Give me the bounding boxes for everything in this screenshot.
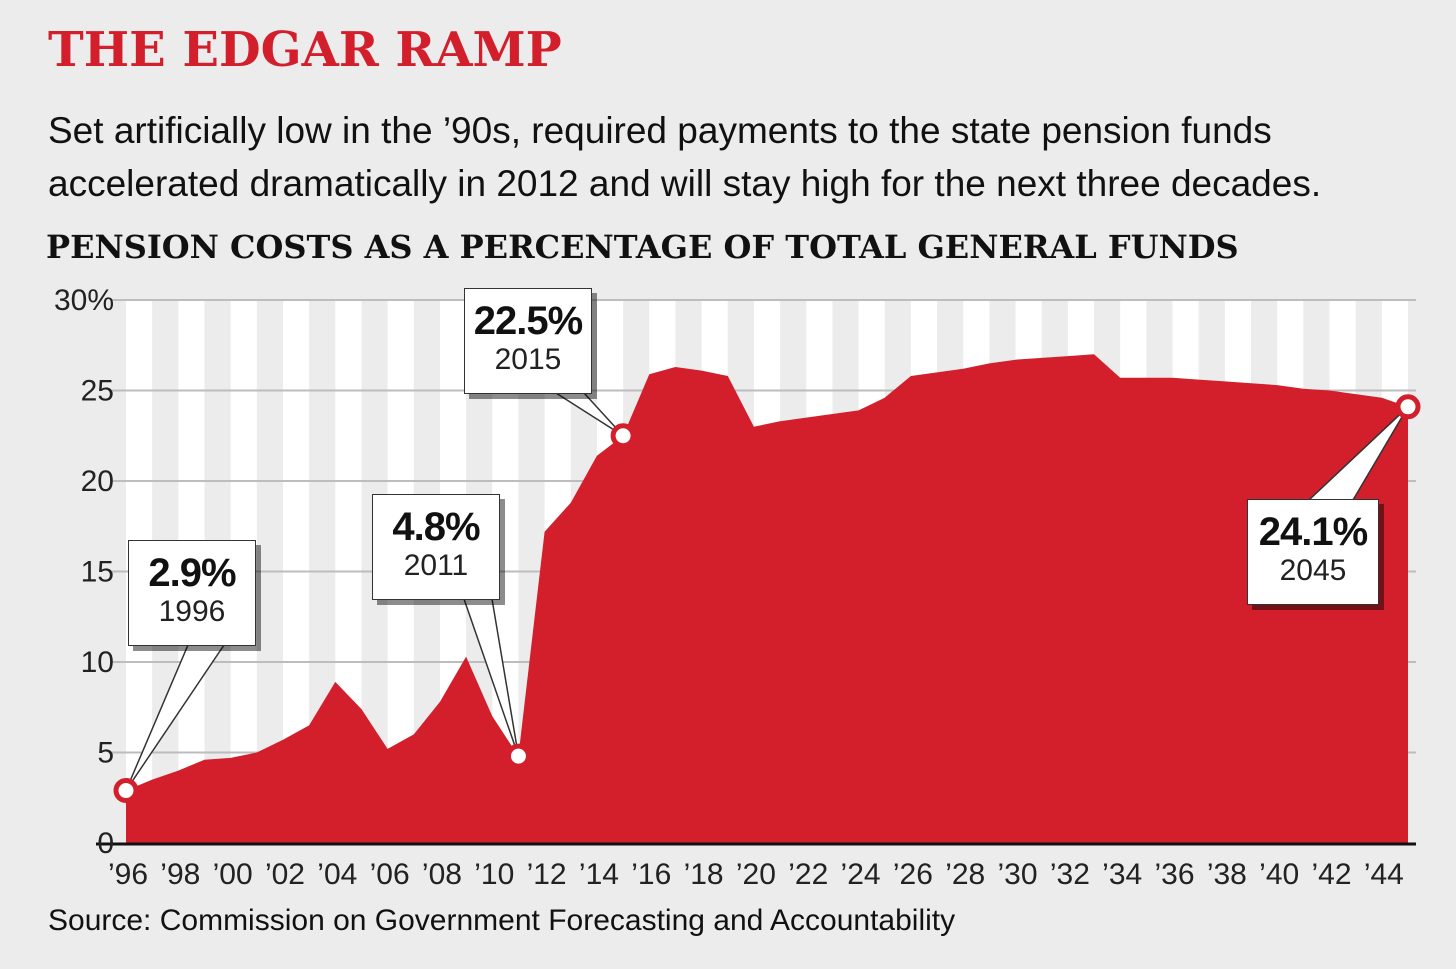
x-tick-label: ’00 [213,858,253,891]
y-tick-label: 5 [97,737,114,770]
callout-year: 2011 [403,549,469,582]
x-tick-label: ’28 [945,858,985,891]
y-tick-label: 0 [97,827,114,860]
x-tick-label: ’36 [1155,858,1195,891]
callout-pointers [125,392,1409,791]
data-marker [1395,394,1421,420]
callout-2015: 22.5% 2015 [464,288,592,394]
chart-title: PENSION COSTS AS A PERCENTAGE OF TOTAL G… [46,228,1239,266]
x-tick-label: ’06 [370,858,410,891]
callout-year: 2015 [494,343,562,376]
x-tick-label: ’08 [422,858,462,891]
callout-value: 22.5% [473,299,583,343]
callout-2045: 24.1% 2045 [1247,499,1379,605]
callout-year: 2045 [1279,554,1347,587]
y-tick-label: 10 [81,646,114,679]
y-tick-label: 15 [81,556,114,589]
x-tick-label: ’10 [474,858,514,891]
page-title: THE EDGAR RAMP [48,22,562,78]
x-axis-ticks: ’96 ’98 ’00 ’02 ’04 ’06 ’08 ’10 ’12 ’14 ’16 ’18 ’20 ’… [108,858,1404,891]
x-tick-label: ’26 [893,858,933,891]
x-tick-label: ’96 [108,858,148,891]
y-tick-label: 25 [81,375,114,408]
callout-year: 1996 [158,595,226,628]
y-tick-label: 30% [54,284,114,317]
data-marker [610,423,636,449]
callout-value: 2.9% [148,551,236,595]
x-tick-label: ’44 [1364,858,1404,891]
callout-2011: 4.8% 2011 [372,494,500,600]
x-tick-label: ’18 [684,858,724,891]
x-tick-label: ’22 [788,858,828,891]
x-tick-label: ’04 [317,858,357,891]
callout-1996: 2.9% 1996 [128,540,256,646]
x-tick-label: ’40 [1259,858,1299,891]
data-marker [113,778,139,804]
x-tick-label: ’38 [1207,858,1247,891]
y-tick-label: 20 [81,465,114,498]
x-tick-label: ’12 [527,858,567,891]
source-note: Source: Commission on Government Forecas… [48,904,956,937]
area-layer [126,354,1408,843]
x-tick-label: ’34 [1102,858,1142,891]
y-axis-ticks: 0 5 10 15 20 25 30% [54,284,114,860]
page-subtitle: Set artificially low in the ’90s, requir… [48,110,1322,204]
callout-value: 4.8% [392,505,480,549]
x-tick-label: ’24 [841,858,881,891]
callout-value: 24.1% [1258,510,1368,554]
series-area [126,354,1408,843]
x-tick-label: ’14 [579,858,619,891]
data-markers [113,394,1421,804]
x-tick-label: ’20 [736,858,776,891]
x-tick-label: ’16 [631,858,671,891]
data-marker [505,743,531,769]
x-tick-label: ’30 [998,858,1038,891]
x-tick-label: ’42 [1311,858,1351,891]
x-tick-label: ’32 [1050,858,1090,891]
x-tick-label: ’98 [160,858,200,891]
x-tick-label: ’02 [265,858,305,891]
